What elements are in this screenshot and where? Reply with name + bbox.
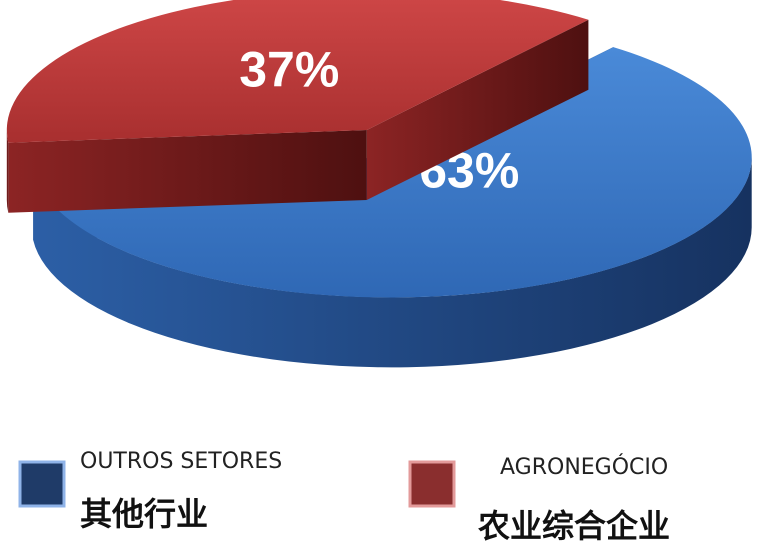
- legend-swatch: [18, 460, 66, 508]
- slice-side: [33, 157, 752, 368]
- legend-label: OUTROS SETORES: [80, 449, 282, 474]
- slice-side: [6, 130, 9, 213]
- legend-translation: 农业综合企业: [478, 507, 670, 545]
- legend-translation: 其他行业: [80, 495, 208, 533]
- slice-wall: [8, 129, 367, 213]
- slice-wall: [366, 19, 589, 200]
- legend-label: AGRONEGÓCIO: [500, 454, 668, 480]
- legend-swatch: [408, 460, 456, 508]
- pie-slice: [6, 0, 589, 143]
- value-label: 37%: [239, 41, 339, 97]
